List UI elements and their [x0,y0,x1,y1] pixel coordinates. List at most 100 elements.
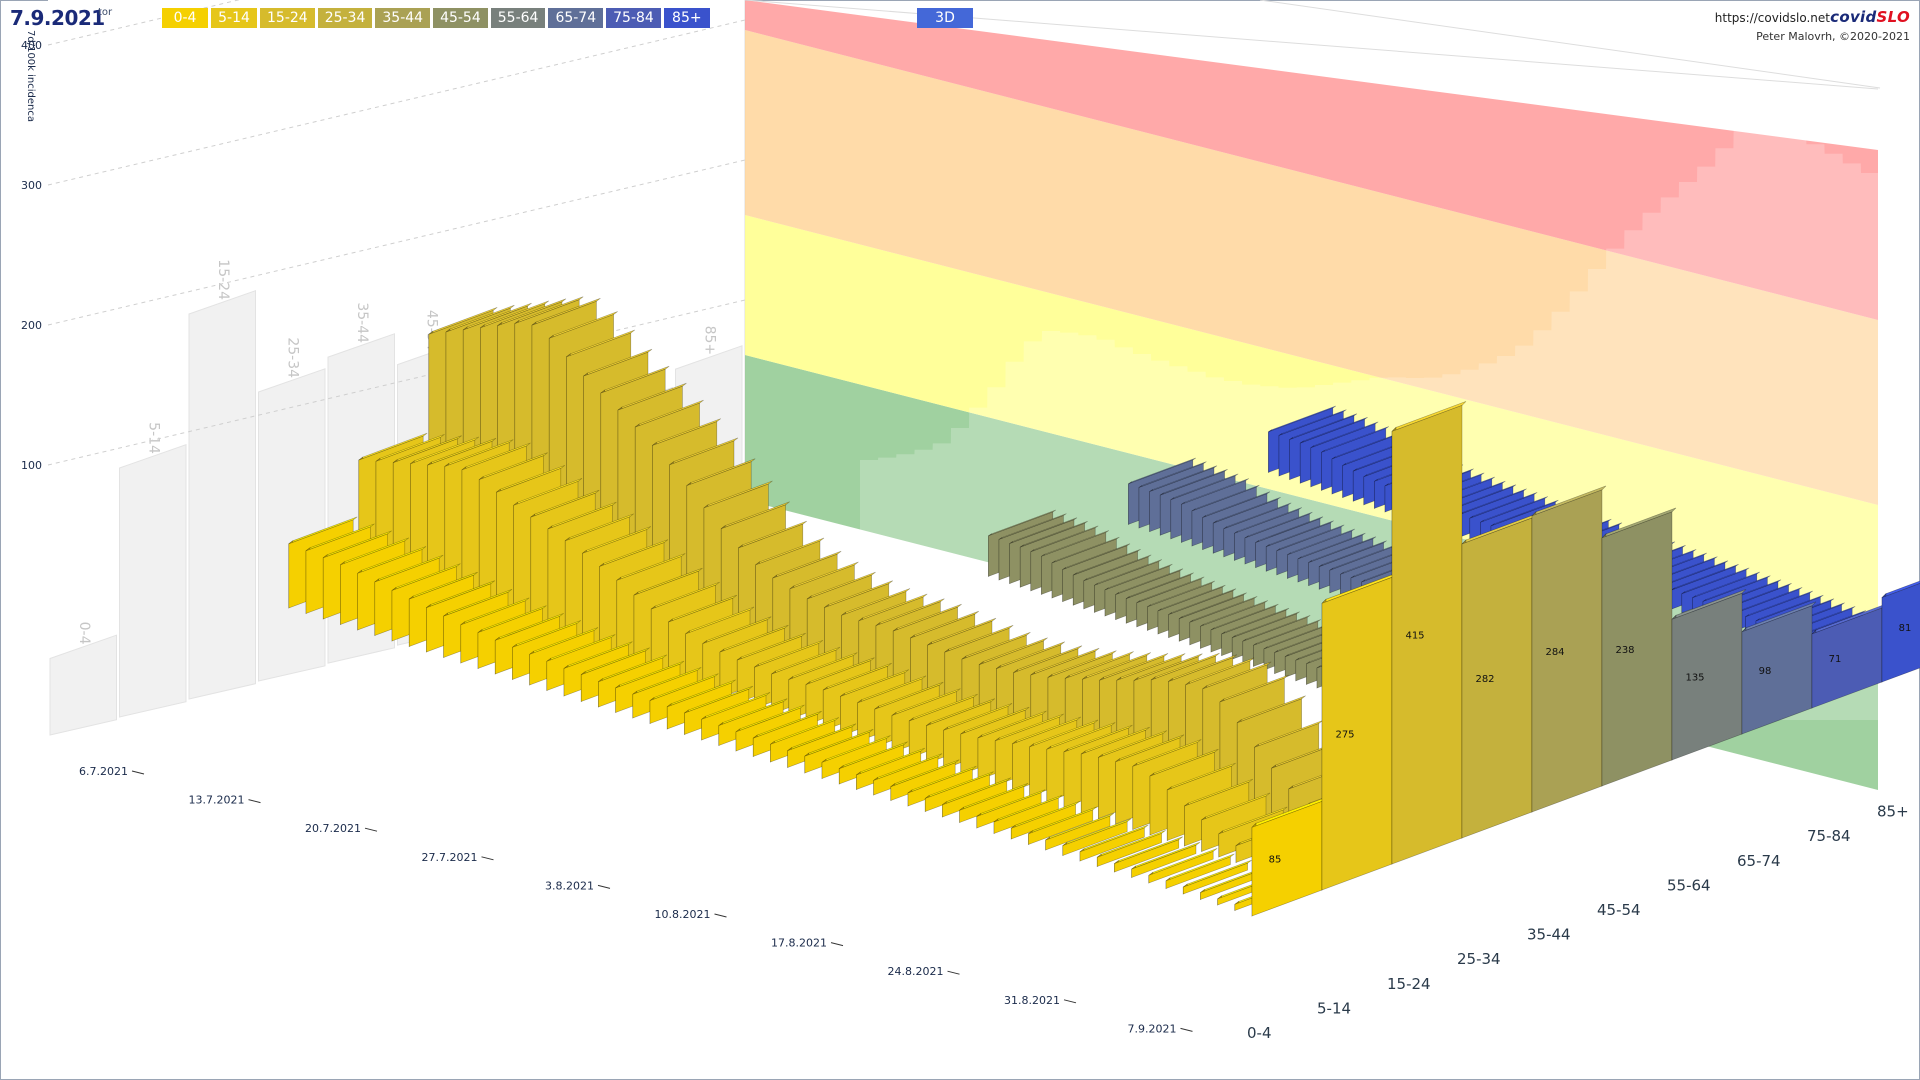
date-tick-8 [1063,999,1077,1004]
wall-bar-label-85+: 85+ [701,326,717,356]
date-axis-label-7: 24.8.2021 [888,965,944,978]
right-wall-top-2 [1259,0,1881,89]
date-tick-2 [364,827,378,832]
wall-bar-label-15-24: 15-24 [215,259,231,300]
latest-bar-35-44 [1531,485,1607,813]
age-axis-label-85plus: 85+ [1877,803,1909,821]
row-0-4-bar-27 [787,723,857,769]
date-tick-5 [714,913,727,918]
age-axis-label-15-24: 15-24 [1387,975,1431,993]
value-label-55-64: 135 [1685,673,1704,684]
row-0-4-bar-9 [1096,830,1166,868]
y-axis-title-text: 7d/100k incidenca [25,30,36,122]
row-0-4-bar-12 [1045,812,1115,851]
brand-logo: covidSLO [1830,8,1910,26]
value-label-0-4: 85 [1269,855,1282,866]
date-axis-label-4: 3.8.2021 [545,879,594,892]
row-0-4-bar-13 [1028,806,1097,846]
value-label-75-84: 71 [1829,654,1842,665]
brand-accent: SLO [1876,8,1910,26]
latest-bar-75-84 [1811,603,1887,709]
row-0-4-bar-4 [1182,859,1252,895]
legend-button-25-34[interactable]: 25-34 [317,8,373,28]
latest-bar-55-64 [1671,589,1747,761]
date-tick-4 [597,884,611,889]
date-tick-6 [830,942,844,947]
row-0-4-bar-21 [890,759,960,802]
date-tick-7 [947,970,960,975]
age-group-legend: 0-4 5-14 15-24 25-34 35-44 45-54 55-64 65-74 75-… [162,8,710,28]
latest-bar-15-24 [1391,401,1467,865]
view-mode-3d-button[interactable]: 3D [917,8,973,28]
value-label-25-34: 282 [1475,674,1494,685]
value-label-5-14: 275 [1335,730,1354,741]
site-url[interactable]: https://covidslo.net [1714,11,1830,25]
legend-button-65-74[interactable]: 65-74 [548,8,604,28]
legend-button-35-44[interactable]: 35-44 [375,8,431,28]
age-axis-label-55-64: 55-64 [1667,876,1711,894]
y-tick-200: 200 [21,319,42,332]
date-axis-label-1: 13.7.2021 [189,794,245,807]
author-credit: Peter Malovrh, ©2020-2021 [1756,30,1910,43]
y-tick-400: 400 [21,39,42,52]
wall-bar-15-24 [188,289,256,700]
row-0-4-bar-10 [1079,824,1149,862]
row-0-4-bar-23 [856,747,925,791]
row-0-4-bar-16 [976,789,1046,829]
y-tick-300: 300 [21,179,42,192]
row-0-4-bar-33 [684,685,753,736]
wall-bar-label-0-4: 0-4 [76,622,92,645]
row-0-4-bar-24 [838,741,908,785]
legend-button-0-4[interactable]: 0-4 [162,8,208,28]
header-bar: 7.9.2021 tor 0-4 5-14 15-24 25-34 35-44 45-54… [0,0,1920,43]
legend-button-45-54[interactable]: 45-54 [433,8,488,28]
y-tick-100: 100 [21,459,42,472]
legend-button-85plus[interactable]: 85+ [663,8,710,28]
age-axis-label-65-74: 65-74 [1737,852,1781,870]
row-0-4-bar-6 [1148,848,1218,884]
date-axis-label-8: 31.8.2021 [1004,994,1060,1007]
date-tick-1 [248,799,261,804]
weekday-label: tor [98,7,113,18]
wall-bar-label-5-14: 5-14 [145,422,161,454]
date-axis-label-9: 7.9.2021 [1128,1022,1177,1035]
row-0-4-bar-25 [821,735,891,780]
brand-main: covid [1830,8,1877,26]
y-axis-title: 7d/100k incidenca [14,26,44,122]
current-date: 7.9.2021 [10,6,105,30]
wall-bar-label-25-34: 25-34 [284,337,300,378]
date-tick-3 [481,856,494,861]
row-0-4-bar-20 [907,765,977,807]
age-axis-label-5-14: 5-14 [1317,999,1351,1017]
value-label-15-24: 415 [1405,631,1424,642]
row-5-14-bar-7 [1201,792,1271,853]
value-label-35-44: 284 [1545,647,1564,658]
row-0-4-bar-7 [1131,841,1201,879]
value-label-65-74: 98 [1759,666,1772,677]
risk-zone-3 [745,30,1878,505]
date-tick-9 [1180,1027,1193,1032]
risk-zone-4 [745,0,1878,320]
row-0-4-bar-19 [924,771,994,813]
date-axis-label-5: 10.8.2021 [655,908,711,921]
date-tick-0 [131,770,145,775]
date-axis-label-2: 20.7.2021 [305,822,361,835]
date-axis-label-3: 27.7.2021 [422,851,478,864]
value-label-85+: 81 [1899,623,1912,634]
legend-button-75-84[interactable]: 75-84 [606,8,661,28]
row-0-4-bar-11 [1062,818,1132,857]
latest-bar-0-4 [1251,797,1327,917]
legend-button-5-14[interactable]: 5-14 [211,8,257,28]
legend-button-55-64[interactable]: 55-64 [490,8,546,28]
legend-button-15-24[interactable]: 15-24 [260,8,315,28]
latest-bar-65-74 [1741,601,1817,735]
age-axis-label-35-44: 35-44 [1527,926,1571,944]
latest-bar-85+ [1881,580,1920,683]
date-axis-label-0: 6.7.2021 [79,765,128,778]
row-0-4-bar-8 [1114,836,1183,873]
row-0-4-bar-15 [993,794,1063,835]
wall-bar-5-14 [119,443,187,718]
wall-bar-25-34 [258,368,326,682]
row-0-4-bar-29 [752,710,822,758]
age-axis-label-75-84: 75-84 [1807,827,1851,845]
